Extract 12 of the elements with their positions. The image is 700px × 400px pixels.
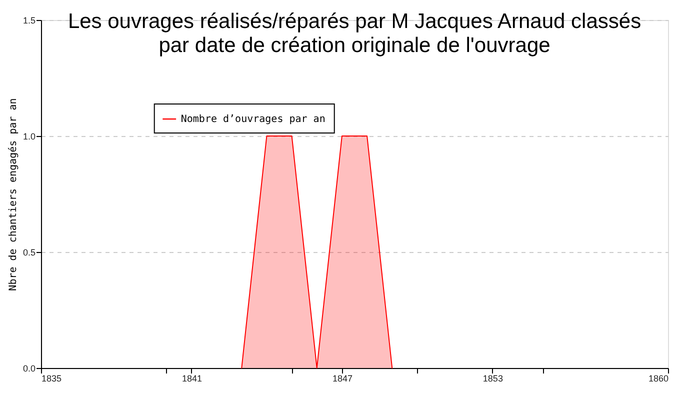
y-tick-label: 1.5: [22, 16, 36, 26]
y-tick-label: 0.5: [22, 248, 36, 258]
y-axis-title: Nbre de chantiers engagés par an: [8, 98, 19, 291]
x-tick-label: 1860: [648, 374, 668, 384]
y-tick-label: 0.0: [22, 364, 36, 374]
x-tick-label: 1835: [42, 374, 62, 384]
x-tick-label: 1853: [482, 374, 503, 384]
chart-title: Les ouvrages réalisés/réparés par M Jacques Arnaud classés par date de création originale de l'ouvrage: [68, 10, 642, 57]
x-tick-label: 1841: [182, 374, 202, 384]
legend-label: Nombre d’ouvrages par an: [180, 114, 326, 126]
x-tick-label: 1847: [332, 374, 352, 384]
y-tick-label: 1.0: [22, 132, 36, 142]
